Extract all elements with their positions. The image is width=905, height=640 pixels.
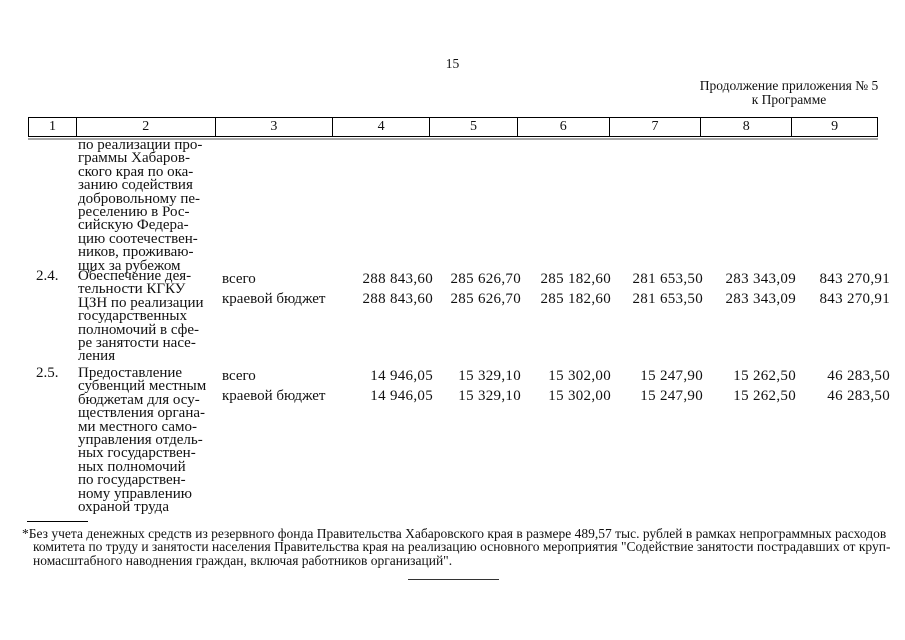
footnote-line: *Без учета денежных средств из резервног… <box>22 526 887 541</box>
activity-name-line: полномочий в сфе- <box>78 321 200 338</box>
activity-name-line: ных государствен- <box>78 445 196 462</box>
footnote-separator-line <box>27 521 88 522</box>
value-cell: 843 270,91 <box>819 270 890 287</box>
funding-source-label: краевой бюджет <box>222 291 326 307</box>
carryover-line: ского края по ока- <box>78 163 194 180</box>
value-cell: 285 626,70 <box>450 290 521 307</box>
value-cell: 283 343,09 <box>725 270 796 287</box>
header-col-6: 6 <box>518 118 610 136</box>
carryover-line: ников, проживаю- <box>78 244 194 261</box>
footnote-line: комитета по труду и занятости населения … <box>33 539 891 555</box>
footnote-line: номасштабного наводнения граждан, включа… <box>33 552 453 568</box>
carryover-line: цию соотечествен- <box>78 230 198 247</box>
value-row: 288 843,60 285 626,70 285 182,60 281 653,50… <box>343 291 890 308</box>
row-activity-name: Обеспечение дея-тельности КГКУ ЦЗН по реа… <box>78 268 204 365</box>
appendix-continuation-heading: Продолжение приложения № 5 к Программе <box>690 79 888 107</box>
header-col-3: 3 <box>216 118 334 136</box>
value-cell: 14 946,05 <box>370 387 433 404</box>
carryover-line: реселению в Рос- <box>78 204 190 221</box>
header-col-4: 4 <box>333 118 431 136</box>
value-row: 14 946,05 15 329,10 15 302,00 15 247,90 15 2… <box>343 368 890 385</box>
carryover-line: по реализации про- <box>78 137 203 153</box>
activity-name-line: ществления органа- <box>78 405 206 422</box>
activity-name-line: ре занятости насе- <box>78 335 196 352</box>
appendix-continuation-line1: Продолжение приложения № 5 <box>699 78 879 93</box>
header-col-8: 8 <box>701 118 793 136</box>
activity-name-line: управления отдель- <box>78 432 203 449</box>
value-cell: 15 329,10 <box>458 367 521 384</box>
row-number: 2.4. <box>36 268 59 284</box>
page-number: 15 <box>445 56 460 71</box>
activity-name-line: ному управлению <box>78 485 192 502</box>
value-cell: 14 946,05 <box>370 367 433 384</box>
header-col-1: 1 <box>29 118 77 136</box>
carryover-activity-text: по реализации про-граммы Хабаров-ского к… <box>78 137 203 274</box>
end-of-page-separator-line <box>408 579 499 580</box>
value-cell: 843 270,91 <box>819 290 890 307</box>
row-number: 2.5. <box>36 365 59 381</box>
header-col-2: 2 <box>77 118 216 136</box>
value-cell: 15 302,00 <box>548 367 611 384</box>
value-cell: 285 626,70 <box>450 270 521 287</box>
value-cell: 15 262,50 <box>733 367 796 384</box>
carryover-line: щих за рубежом <box>78 257 181 274</box>
activity-name-line: ми местного само- <box>78 418 198 435</box>
value-cell: 15 262,50 <box>733 387 796 404</box>
activity-name-line: охраной труда <box>78 499 169 516</box>
activity-name-line: Обеспечение дея- <box>78 268 192 284</box>
value-cell: 281 653,50 <box>632 270 703 287</box>
value-cell: 285 182,60 <box>540 270 611 287</box>
funding-source-label: краевой бюджет <box>222 388 326 404</box>
row-activity-name: Предоставление субвенций местным бюджетам … <box>78 365 207 516</box>
appendix-continuation-line2: к Программе <box>751 91 827 107</box>
activity-name-line: государственных <box>78 308 187 325</box>
activity-name-line: бюджетам для осу- <box>78 391 200 408</box>
value-cell: 281 653,50 <box>632 290 703 307</box>
table-header-underline <box>28 138 878 140</box>
value-cell: 15 247,90 <box>640 367 703 384</box>
value-cell: 285 182,60 <box>540 290 611 307</box>
carryover-line: сийскую Федера- <box>78 217 189 234</box>
activity-name-line: ЦЗН по реализации <box>78 294 204 311</box>
activity-name-line: Предоставление <box>78 365 183 381</box>
activity-name-line: субвенций местным <box>78 378 207 395</box>
value-cell: 15 329,10 <box>458 387 521 404</box>
header-col-5: 5 <box>430 118 518 136</box>
activity-name-line: ления <box>78 348 116 365</box>
activity-name-line: тельности КГКУ <box>78 281 186 298</box>
activity-name-line: по государствен- <box>78 472 186 489</box>
activity-name-line: ных полномочий <box>78 458 186 475</box>
value-cell: 15 302,00 <box>548 387 611 404</box>
header-col-9: 9 <box>831 119 839 134</box>
value-cell: 288 843,60 <box>362 290 433 307</box>
carryover-line: добровольному пе- <box>78 190 201 207</box>
value-row: 288 843,60 285 626,70 285 182,60 281 653,50… <box>343 271 890 288</box>
funding-source-label: всего <box>222 271 256 287</box>
header-col-7: 7 <box>610 118 702 136</box>
carryover-line: занию содействия <box>78 177 193 194</box>
footnote: *Без учета денежных средств из резервног… <box>22 527 890 567</box>
value-row: 14 946,05 15 329,10 15 302,00 15 247,90 15 2… <box>343 388 890 405</box>
value-cell: 46 283,50 <box>827 387 890 404</box>
value-cell: 15 247,90 <box>640 387 703 404</box>
carryover-line: граммы Хабаров- <box>78 150 190 167</box>
value-cell: 288 843,60 <box>362 270 433 287</box>
value-cell: 283 343,09 <box>725 290 796 307</box>
funding-source-label: всего <box>222 368 256 384</box>
value-cell: 46 283,50 <box>827 367 890 384</box>
